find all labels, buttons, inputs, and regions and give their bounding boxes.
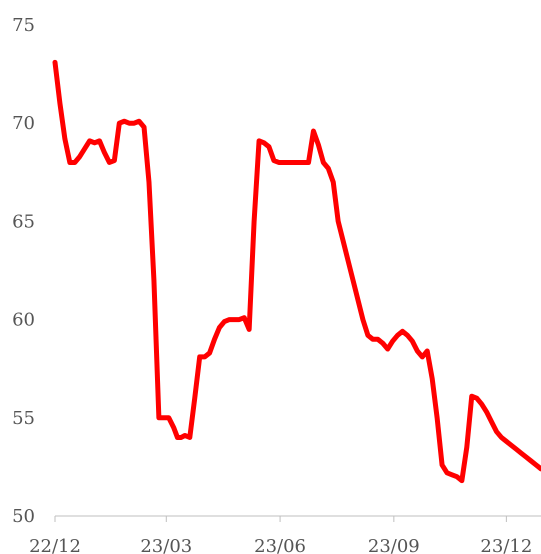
y-tick-label: 60 [12, 310, 35, 331]
series-line [52, 59, 541, 484]
y-axis: 50 55 60 65 70 75 [12, 15, 35, 527]
x-tick-label: 22/12 [29, 536, 81, 554]
y-tick-label: 75 [12, 15, 35, 36]
y-tick-label: 70 [12, 113, 35, 134]
x-tick-label: 23/12 [480, 536, 532, 554]
y-tick-label: 65 [12, 211, 35, 232]
x-axis: 22/12 23/03 23/06 23/09 23/12 [29, 515, 541, 554]
x-tick-label: 23/06 [254, 536, 306, 554]
y-tick-label: 55 [12, 408, 35, 429]
x-tick-label: 23/03 [140, 536, 192, 554]
x-tick-label: 23/09 [368, 536, 420, 554]
series-group [52, 59, 541, 484]
y-tick-label: 50 [12, 506, 35, 527]
